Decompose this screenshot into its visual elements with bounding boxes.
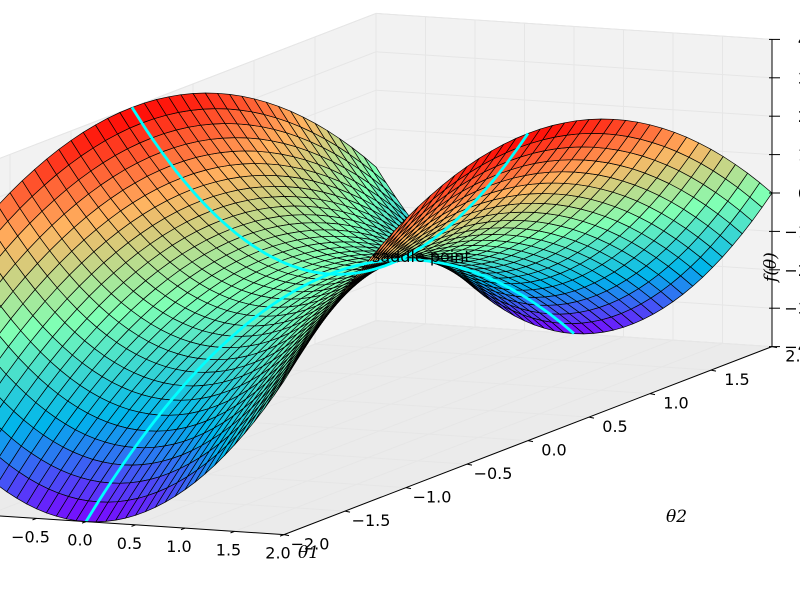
z-tick-label: −3 [784,299,800,318]
surface-cell [0,272,4,283]
grid-line-y [0,487,346,512]
surface-cell [0,366,7,384]
y-tick-mark [405,487,412,490]
highlight-curve-theta2 [84,258,575,523]
z-tick-label: −2 [784,261,800,280]
surface-cell [0,306,12,334]
x-tick-label: 1.0 [166,537,191,556]
x-tick-mark [230,530,235,534]
highlight-curves [84,106,575,523]
x-tick-mark [279,534,285,537]
y-tick-mark [710,369,717,372]
x-tick-mark [131,524,136,527]
annotation-saddle-point: saddle point [372,247,471,266]
y-tick-label: 0.5 [602,417,627,436]
y-tick-label: 2.0 [785,347,800,366]
y-tick-label: 1.0 [663,394,688,413]
surface-cell [0,208,9,231]
x-tick-label: 0.0 [67,531,92,550]
surface-cell [0,336,9,359]
y-axis-line [283,346,773,536]
z-tick-label: −1 [784,222,800,241]
y-tick-mark [466,463,473,466]
y-tick-mark [588,416,595,419]
x-tick-label: −0.5 [11,527,50,546]
grid-line-z [0,12,773,159]
y-tick-mark [344,510,351,513]
x-axis-label: θ1 [298,543,319,563]
x-tick-mark [180,527,186,531]
x-tick-mark [81,521,87,524]
z-tick-label: 0 [798,184,800,203]
y-tick-mark [283,534,290,537]
y-tick-mark [527,440,534,443]
z-axis-label: f(θ) [761,252,781,284]
x-tick-label: 0.5 [117,534,142,553]
y-tick-label: −2.0 [291,535,330,554]
y-tick-label: 1.5 [724,370,749,389]
z-tick-label: 2 [798,107,800,126]
surface-cell [273,360,297,396]
x-tick-mark [32,517,37,521]
surface-cell [0,240,6,257]
y-tick-mark [649,393,656,396]
y-tick-label: −0.5 [474,464,513,483]
y-tick-label: −1.0 [413,488,452,507]
x-tick-label: 2.0 [265,544,290,563]
z-tick-label: 1 [798,146,800,165]
y-axis-label: θ2 [666,507,687,527]
z-tick-label: 3 [798,69,800,88]
axes-lines [0,38,780,537]
tick-labels: −2.0−1.5−1.0−0.50.00.51.01.52.0−2.0−1.5−… [0,30,800,562]
z-tick-label: −4 [784,338,800,357]
y-tick-label: 0.0 [541,441,566,460]
x-tick-label: 1.5 [216,540,241,559]
z-tick-label: 4 [798,30,800,49]
surface-cell [0,304,2,309]
y-tick-label: −1.5 [352,511,391,530]
surface-cell [0,277,14,307]
